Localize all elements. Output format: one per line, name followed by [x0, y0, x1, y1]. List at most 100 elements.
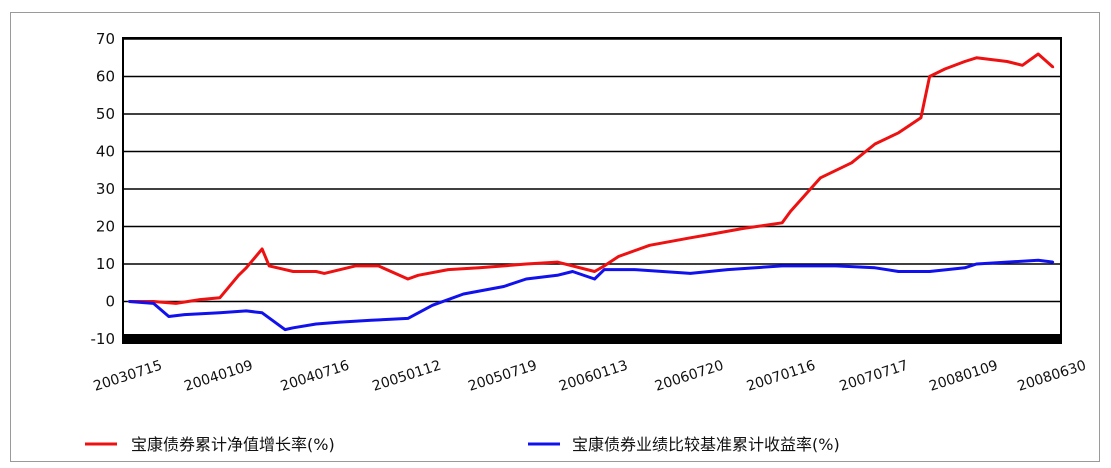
data-point [789, 210, 792, 213]
data-point [127, 300, 131, 303]
data-point [648, 244, 651, 247]
data-point [617, 255, 620, 258]
data-point [314, 322, 318, 326]
x-tick-label: 20080109 [927, 358, 1000, 395]
data-point [406, 277, 410, 281]
data-point [237, 274, 240, 277]
data-point [781, 264, 784, 268]
data-point [502, 264, 505, 268]
legend-label-benchmark-return: 宝康债券业绩比较基准累计收益率(%) [572, 435, 840, 454]
data-point [354, 264, 357, 268]
legend-label-nav-growth: 宝康债券累计净值增长率(%) [131, 435, 335, 454]
x-tick-label: 20060113 [557, 358, 630, 395]
x-tick-label: 20060720 [653, 358, 726, 395]
data-point [556, 260, 559, 264]
legend: 宝康债券累计净值增长率(%) 宝康债券业绩比较基准累计收益率(%) [85, 435, 840, 454]
y-tick-label: 50 [96, 105, 115, 123]
data-point [1037, 259, 1040, 262]
data-point [174, 302, 178, 305]
data-point [819, 176, 822, 179]
x-tick-label: 20080630 [1016, 358, 1089, 395]
data-point [1005, 260, 1009, 264]
data-point [276, 266, 279, 269]
data-point [556, 274, 559, 277]
data-point [431, 304, 434, 307]
x-tick-label: 20070717 [838, 358, 911, 395]
data-point [292, 270, 295, 273]
data-point [963, 266, 966, 269]
data-point [370, 319, 373, 322]
data-point [406, 317, 410, 320]
y-tick-label: 40 [96, 143, 115, 161]
data-point [525, 262, 528, 266]
series-line-nav-growth [129, 52, 1054, 305]
data-point [928, 270, 931, 273]
data-point [603, 264, 606, 268]
series-lines [127, 52, 1055, 332]
plot-border [122, 37, 1062, 344]
data-point [1037, 52, 1040, 56]
data-point [975, 262, 978, 266]
data-point [447, 268, 450, 271]
x-tick-label: 20070116 [745, 358, 818, 395]
data-point [502, 285, 505, 288]
data-point [1051, 65, 1055, 69]
data-point [338, 320, 342, 324]
data-point [218, 296, 221, 299]
data-point [689, 236, 692, 239]
data-point [314, 270, 318, 273]
chart-frame: 70 60 50 40 30 20 10 0 -10 20030715 20040109 20040… [10, 12, 1100, 462]
data-point [1005, 60, 1009, 63]
data-point [726, 268, 729, 271]
data-point [834, 264, 837, 268]
data-point [260, 247, 264, 251]
data-point [711, 232, 714, 236]
y-tick-label: 70 [96, 30, 115, 48]
y-tick-label: 20 [96, 218, 115, 236]
data-point [218, 311, 221, 314]
y-tick-label: 10 [96, 255, 115, 273]
data-point [462, 292, 465, 296]
data-point [928, 75, 931, 78]
data-point [919, 116, 923, 120]
data-point [873, 142, 877, 146]
data-point [478, 266, 481, 269]
data-point [152, 302, 155, 305]
data-point [963, 60, 966, 63]
data-point [571, 270, 574, 273]
y-tick-label: -10 [91, 330, 116, 348]
data-point [593, 277, 596, 281]
data-point [897, 270, 900, 273]
x-tick-labels: 20030715 20040109 20040716 20050112 20050719… [92, 358, 1089, 395]
y-tick-labels: 70 60 50 40 30 20 10 0 -10 [91, 30, 116, 348]
x-tick-label: 20040716 [279, 358, 352, 395]
data-point [525, 277, 528, 281]
data-point [943, 67, 947, 71]
data-point [593, 270, 596, 273]
x-axis-bar [123, 334, 1061, 343]
y-tick-label: 60 [96, 68, 115, 86]
x-tick-label: 20050719 [466, 358, 539, 395]
data-point [897, 131, 900, 134]
y-tick-label: 30 [96, 180, 115, 198]
data-point [183, 313, 186, 316]
data-point [689, 272, 692, 275]
data-point [1051, 260, 1055, 264]
x-tick-label: 20040109 [182, 358, 255, 395]
data-point [245, 266, 248, 269]
data-point [268, 264, 271, 268]
line-chart: 70 60 50 40 30 20 10 0 -10 20030715 20040109 20040… [85, 30, 1089, 454]
data-point [633, 268, 636, 271]
data-point [742, 227, 745, 230]
data-point [1021, 64, 1024, 67]
data-point [781, 221, 784, 224]
data-point [323, 272, 326, 275]
data-point [416, 274, 420, 277]
data-point [292, 326, 295, 329]
data-point [283, 328, 287, 331]
y-tick-label: 0 [105, 293, 115, 311]
data-point [198, 298, 202, 301]
data-point [873, 266, 877, 269]
data-point [603, 268, 606, 271]
series-line-benchmark [128, 258, 1054, 332]
